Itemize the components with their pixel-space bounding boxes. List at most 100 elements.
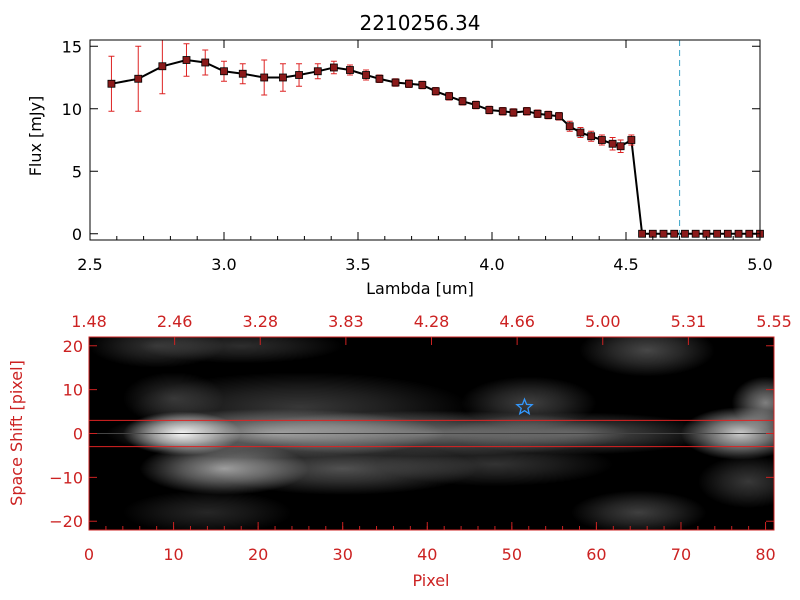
pixel-tick-label: 80 [755,545,775,564]
data-point [431,87,440,96]
y-tick-label: 10 [62,100,82,119]
flux-plot-frame [89,39,761,241]
wavelength-tick-label: 5.00 [585,312,621,331]
data-point [544,111,553,119]
shift-tick-label: −20 [49,512,83,531]
intensity-blob [697,455,774,509]
pixel-x-ticks: 0 10 20 30 40 50 60 70 80 [84,522,776,564]
y-tick-label: 5 [72,162,82,181]
x-tick-label: 2.5 [77,255,102,274]
data-point [485,106,494,114]
extraction-band [89,419,774,448]
x-axis-label: Lambda [um] [366,279,474,298]
wavelength-top-ticks: 1.48 2.46 3.28 3.83 4.28 4.66 5.00 5.31 5.55 [71,312,792,345]
data-point [362,71,370,79]
flux-plot: 2.5 3.0 3.5 4.0 4.5 5.0 0 5 10 15 [62,37,773,274]
pixel-tick-label: 40 [417,545,437,564]
data-point [745,229,754,238]
data-point [681,229,689,238]
data-point [587,132,596,141]
x-tick-label: 4.5 [613,255,638,274]
data-point [445,92,454,101]
data-point [734,229,743,238]
intensity-blob [731,376,774,430]
data-point [533,109,542,118]
star-marker [515,397,534,416]
shift-tick-label: 0 [73,425,83,444]
data-point [279,73,287,82]
intensity-blob [139,337,343,364]
data-point [238,69,247,78]
pixel-axis-label: Pixel [412,571,449,590]
data-point [522,107,531,116]
data-point [295,71,303,79]
x-tick-label: 4.0 [479,255,504,274]
wavelength-tick-label: 5.31 [671,312,707,331]
wavelength-tick-label: 5.55 [756,312,792,331]
y-tick-label: 0 [72,225,82,244]
y-axis-label: Flux [mJy] [26,96,45,177]
data-point [260,73,269,82]
data-point [713,229,722,238]
shift-tick-label: 10 [63,381,83,400]
data-point [555,112,563,121]
y-tick-label: 15 [62,37,82,56]
wavelength-tick-label: 1.48 [71,312,107,331]
x-tick-label: 3.0 [211,255,236,274]
pixel-tick-label: 60 [586,545,606,564]
data-point [313,67,322,76]
data-point [346,66,354,74]
intensity-blob [579,337,715,377]
data-point [616,142,625,151]
data-point [375,74,384,83]
shift-tick-label: 20 [63,337,83,356]
intensity-blob [461,376,597,430]
data-point [509,108,518,117]
data-point [565,122,574,131]
intensity-blob [122,490,292,530]
data-point [472,101,480,109]
data-point [723,229,732,238]
wavelength-tick-label: 4.66 [499,312,535,331]
shift-tick-label: −10 [49,468,83,487]
data-point [458,97,467,106]
data-point [418,81,427,89]
wavelength-tick-label: 4.28 [414,312,450,331]
data-point [608,139,617,148]
intensity-blob [571,490,707,530]
shift-y-ticks: −20 −10 0 10 20 [49,337,774,531]
data-point [498,107,507,116]
data-point [659,229,668,238]
x-tick-label: 5.0 [747,255,772,274]
flux-line [111,58,760,235]
data-point [638,229,646,238]
star-icon [515,397,534,416]
data-point [670,229,679,238]
pixel-tick-label: 20 [248,545,268,564]
flux-y-ticks: 0 5 10 15 [62,37,760,244]
data-point [107,79,116,88]
intensity-blob [122,372,225,425]
data-point [220,67,228,76]
wavelength-tick-label: 3.83 [328,312,364,331]
data-point [391,78,400,87]
data-point [691,229,700,238]
data-point [597,136,606,144]
data-point [405,79,413,88]
space-shift-axis-label: Space Shift [pixel] [7,360,26,506]
spectrum-image-plot: 0 10 20 30 40 50 60 70 80 −20 −10 0 10 20 1.48 2.46 3.… [49,312,792,564]
flux-series [107,39,764,238]
chart-title: 2210256.34 [360,11,481,35]
wavelength-tick-label: 2.46 [157,312,193,331]
data-point [201,58,210,67]
pixel-tick-label: 50 [502,545,522,564]
data-point [182,56,191,64]
pixel-tick-label: 30 [333,545,353,564]
data-point [134,74,143,83]
pixel-tick-label: 10 [163,545,183,564]
data-point [329,63,338,72]
pixel-tick-label: 70 [671,545,691,564]
x-tick-label: 3.5 [345,255,370,274]
wavelength-tick-label: 3.28 [242,312,278,331]
